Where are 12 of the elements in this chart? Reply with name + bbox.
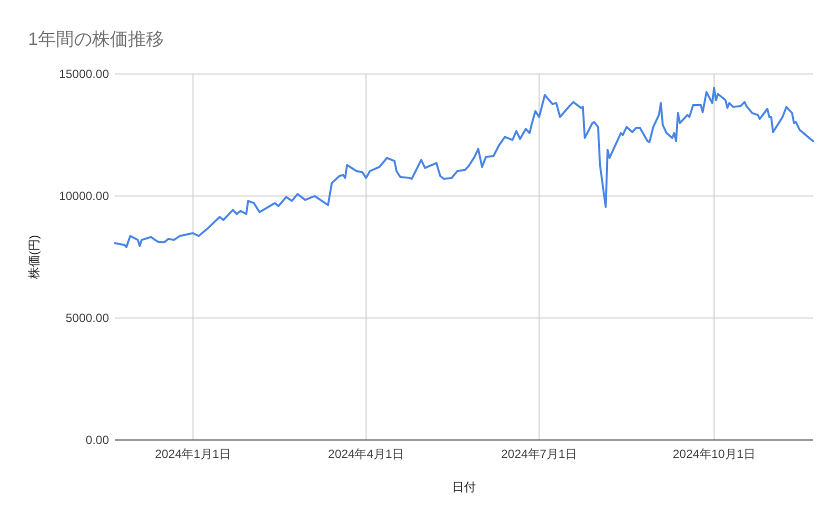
x-tick-label: 2024年7月1日 [501,447,578,461]
line-series [114,86,814,248]
y-tick-label: 5000.00 [66,311,110,325]
x-tick-label: 2024年1月1日 [154,447,231,461]
y-tick-label: 0.00 [86,433,110,447]
y-tick-label: 10000.00 [58,189,110,203]
chart-title: 1年間の株価推移 [28,29,164,49]
x-tick-label: 2024年4月1日 [328,447,404,461]
x-axis-title: 日付 [452,480,476,494]
y-tick-label: 15000.00 [58,67,110,81]
y-axis-title: 株価(円) [27,235,41,280]
x-tick-label: 2024年10月1日 [672,447,756,461]
